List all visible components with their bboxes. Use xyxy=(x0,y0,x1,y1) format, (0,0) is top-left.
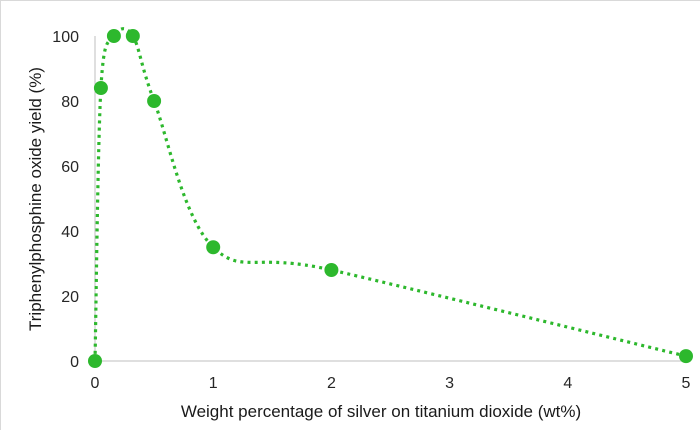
data-point xyxy=(147,94,162,108)
x-tick-label: 5 xyxy=(682,375,691,392)
x-tick-label: 4 xyxy=(563,375,572,392)
data-point xyxy=(679,349,693,364)
y-tick-label: 80 xyxy=(61,94,79,111)
series-line xyxy=(93,27,687,362)
y-axis-title: Triphenylphosphine oxide yield (%) xyxy=(26,67,45,331)
x-tick-label: 1 xyxy=(209,375,218,392)
x-tick-label: 0 xyxy=(91,375,100,392)
y-tick-labels: 0 20 40 60 80 100 xyxy=(52,29,79,371)
data-point xyxy=(324,263,339,277)
data-point xyxy=(125,29,140,43)
y-tick-label: 20 xyxy=(61,289,79,306)
y-tick-label: 0 xyxy=(70,354,79,371)
data-point xyxy=(88,354,102,368)
data-points xyxy=(88,29,693,368)
data-point xyxy=(93,81,108,95)
x-tick-label: 2 xyxy=(327,375,336,392)
y-tick-label: 40 xyxy=(61,224,79,241)
y-tick-label: 60 xyxy=(61,159,79,176)
x-tick-labels: 0 1 2 3 4 5 xyxy=(91,375,691,392)
y-tick-label: 100 xyxy=(52,29,79,46)
x-axis-title: Weight percentage of silver on titanium … xyxy=(181,402,581,421)
data-point xyxy=(106,29,121,43)
data-point xyxy=(206,240,221,255)
x-tick-label: 3 xyxy=(445,375,454,392)
